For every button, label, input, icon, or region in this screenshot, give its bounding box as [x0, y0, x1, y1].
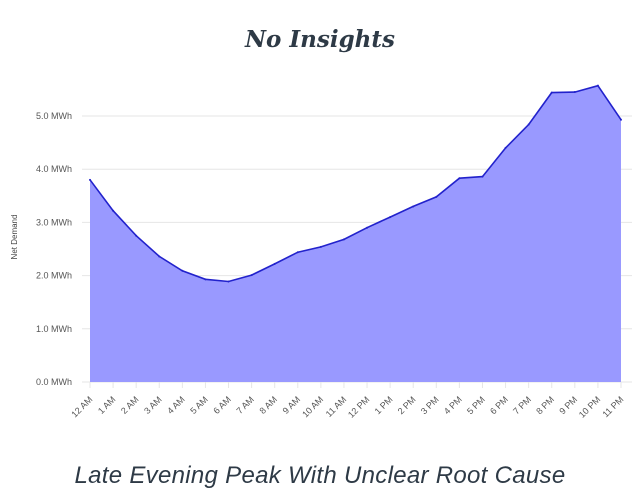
data-point — [527, 123, 530, 126]
x-tick-label: 10 AM — [300, 394, 325, 419]
data-point — [573, 91, 576, 94]
data-point — [181, 269, 184, 272]
x-tick-label: 1 AM — [96, 394, 118, 416]
x-axis-ticks: 12 AM 1 AM 2 AM 3 AM 4 AM 5 AM 6 AM 7 AM 8 AM 9 A… — [69, 394, 625, 419]
data-point — [296, 251, 299, 254]
x-tick-label: 9 AM — [281, 394, 303, 416]
x-tick-label: 4 AM — [165, 394, 187, 416]
data-point — [250, 274, 253, 277]
data-point — [389, 216, 392, 219]
x-tick-label: 4 PM — [442, 394, 464, 416]
data-point — [89, 178, 91, 181]
data-point — [204, 278, 207, 281]
data-point — [458, 177, 461, 180]
x-tick-label: 5 PM — [465, 394, 487, 416]
data-point — [342, 238, 345, 241]
y-tick-label: 5.0 MWh — [36, 111, 72, 121]
data-point — [620, 118, 622, 121]
data-point — [273, 262, 276, 265]
x-tick-label: 2 AM — [119, 394, 141, 416]
x-tick-label: 6 PM — [488, 394, 510, 416]
x-tick-label: 12 PM — [346, 394, 371, 419]
x-tick-label: 12 AM — [69, 394, 94, 419]
data-point — [158, 255, 161, 258]
data-point — [435, 195, 438, 198]
data-point — [596, 84, 599, 87]
x-tick-label: 3 AM — [142, 394, 164, 416]
data-point — [135, 234, 138, 237]
x-tick-label: 10 PM — [577, 394, 602, 419]
x-tick-label: 8 PM — [534, 394, 556, 416]
y-tick-label: 1.0 MWh — [36, 324, 72, 334]
data-point — [481, 175, 484, 178]
data-point — [227, 280, 230, 283]
data-point — [366, 226, 369, 229]
x-tick-label: 11 PM — [600, 394, 625, 419]
data-point — [319, 245, 322, 248]
x-tick-label: 5 AM — [188, 394, 210, 416]
x-tick-label: 7 PM — [511, 394, 533, 416]
data-point — [412, 205, 415, 208]
y-tick-label: 0.0 MWh — [36, 377, 72, 387]
y-axis-ticks: 0.0 MWh 1.0 MWh 2.0 MWh 3.0 MWh 4.0 MWh 5.0 M… — [36, 111, 72, 387]
y-axis-label: Net Demand — [10, 215, 19, 260]
area-chart: 0.0 MWh 1.0 MWh 2.0 MWh 3.0 MWh 4.0 MWh 5.0 M… — [10, 84, 632, 420]
y-tick-label: 3.0 MWh — [36, 217, 72, 227]
chart-caption: Late Evening Peak With Unclear Root Caus… — [74, 462, 566, 489]
x-tick-label: 6 AM — [211, 394, 233, 416]
data-point — [550, 91, 553, 94]
x-tick-label: 11 AM — [324, 394, 349, 419]
x-tick-label: 3 PM — [419, 394, 441, 416]
data-point — [112, 209, 115, 212]
x-tick-label: 7 AM — [234, 394, 256, 416]
y-tick-label: 2.0 MWh — [36, 271, 72, 281]
x-tick-label: 8 AM — [258, 394, 280, 416]
series-line — [89, 84, 622, 283]
chart-title: No Insights — [245, 26, 395, 53]
y-tick-label: 4.0 MWh — [36, 164, 72, 174]
x-tick-label: 2 PM — [396, 394, 418, 416]
x-tick-label: 1 PM — [373, 394, 395, 416]
data-point — [504, 146, 507, 149]
